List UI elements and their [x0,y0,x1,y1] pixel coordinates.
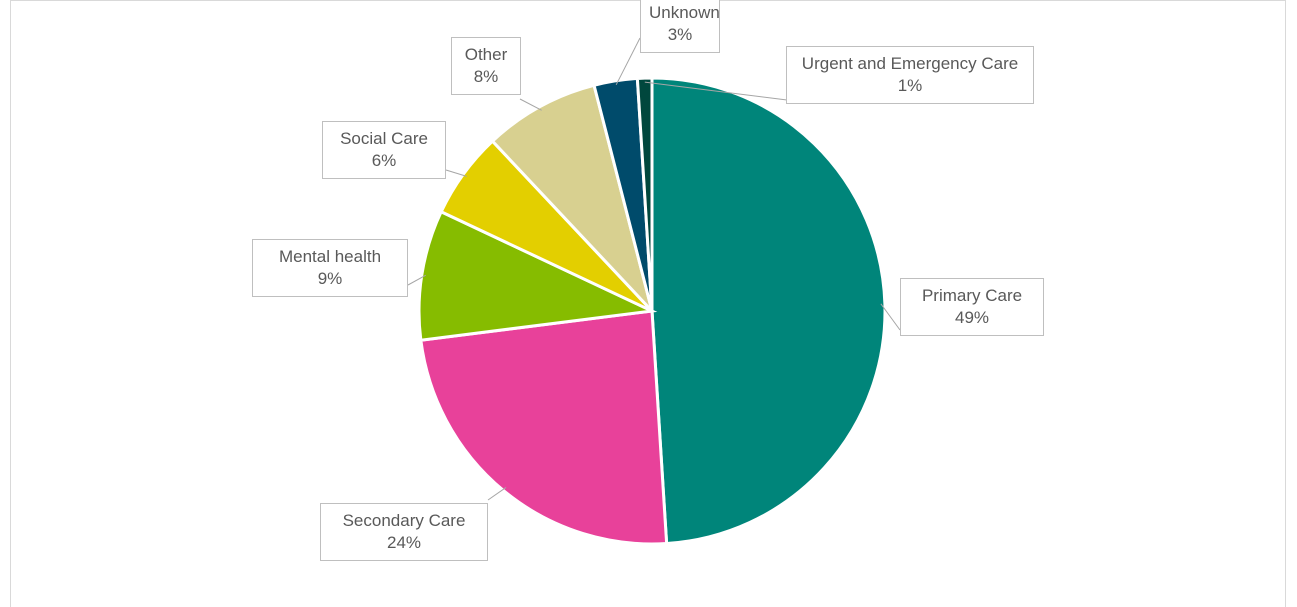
value-label: 3% [667,25,693,44]
pie-slice [419,309,669,546]
leader-line [519,98,542,111]
category-name: Primary Care [921,286,1023,305]
value-label: 49% [954,308,990,327]
data-label: Unknown 3% [640,0,720,53]
data-label: Primary Care 49% [900,278,1044,336]
leader-line [880,303,901,331]
data-label: Other 8% [451,37,521,95]
category-name: Urgent and Emergency Care [801,54,1019,73]
pie-slice [490,83,654,313]
category-name: Secondary Care [342,511,466,530]
category-name: Unknown [649,3,720,22]
category-name: Social Care [340,129,428,148]
value-label: 1% [897,76,923,95]
pie-slice [635,76,654,312]
leader-line [445,169,467,177]
category-name: Mental health [278,247,382,266]
leader-line [615,37,641,86]
leader-line [487,487,507,501]
value-label: 9% [317,269,343,288]
data-label: Social Care 6% [322,121,446,179]
leader-line [644,81,788,101]
data-label: Mental health 9% [252,239,408,297]
category-name: Other [464,45,508,64]
data-label: Urgent and Emergency Care 1% [786,46,1034,104]
value-label: 6% [371,151,397,170]
leader-line [407,274,427,286]
value-label: 8% [473,67,499,86]
value-label: 24% [386,533,422,552]
pie-slice [650,76,887,546]
data-label: Secondary Care 24% [320,503,488,561]
pie-slice [417,209,658,342]
